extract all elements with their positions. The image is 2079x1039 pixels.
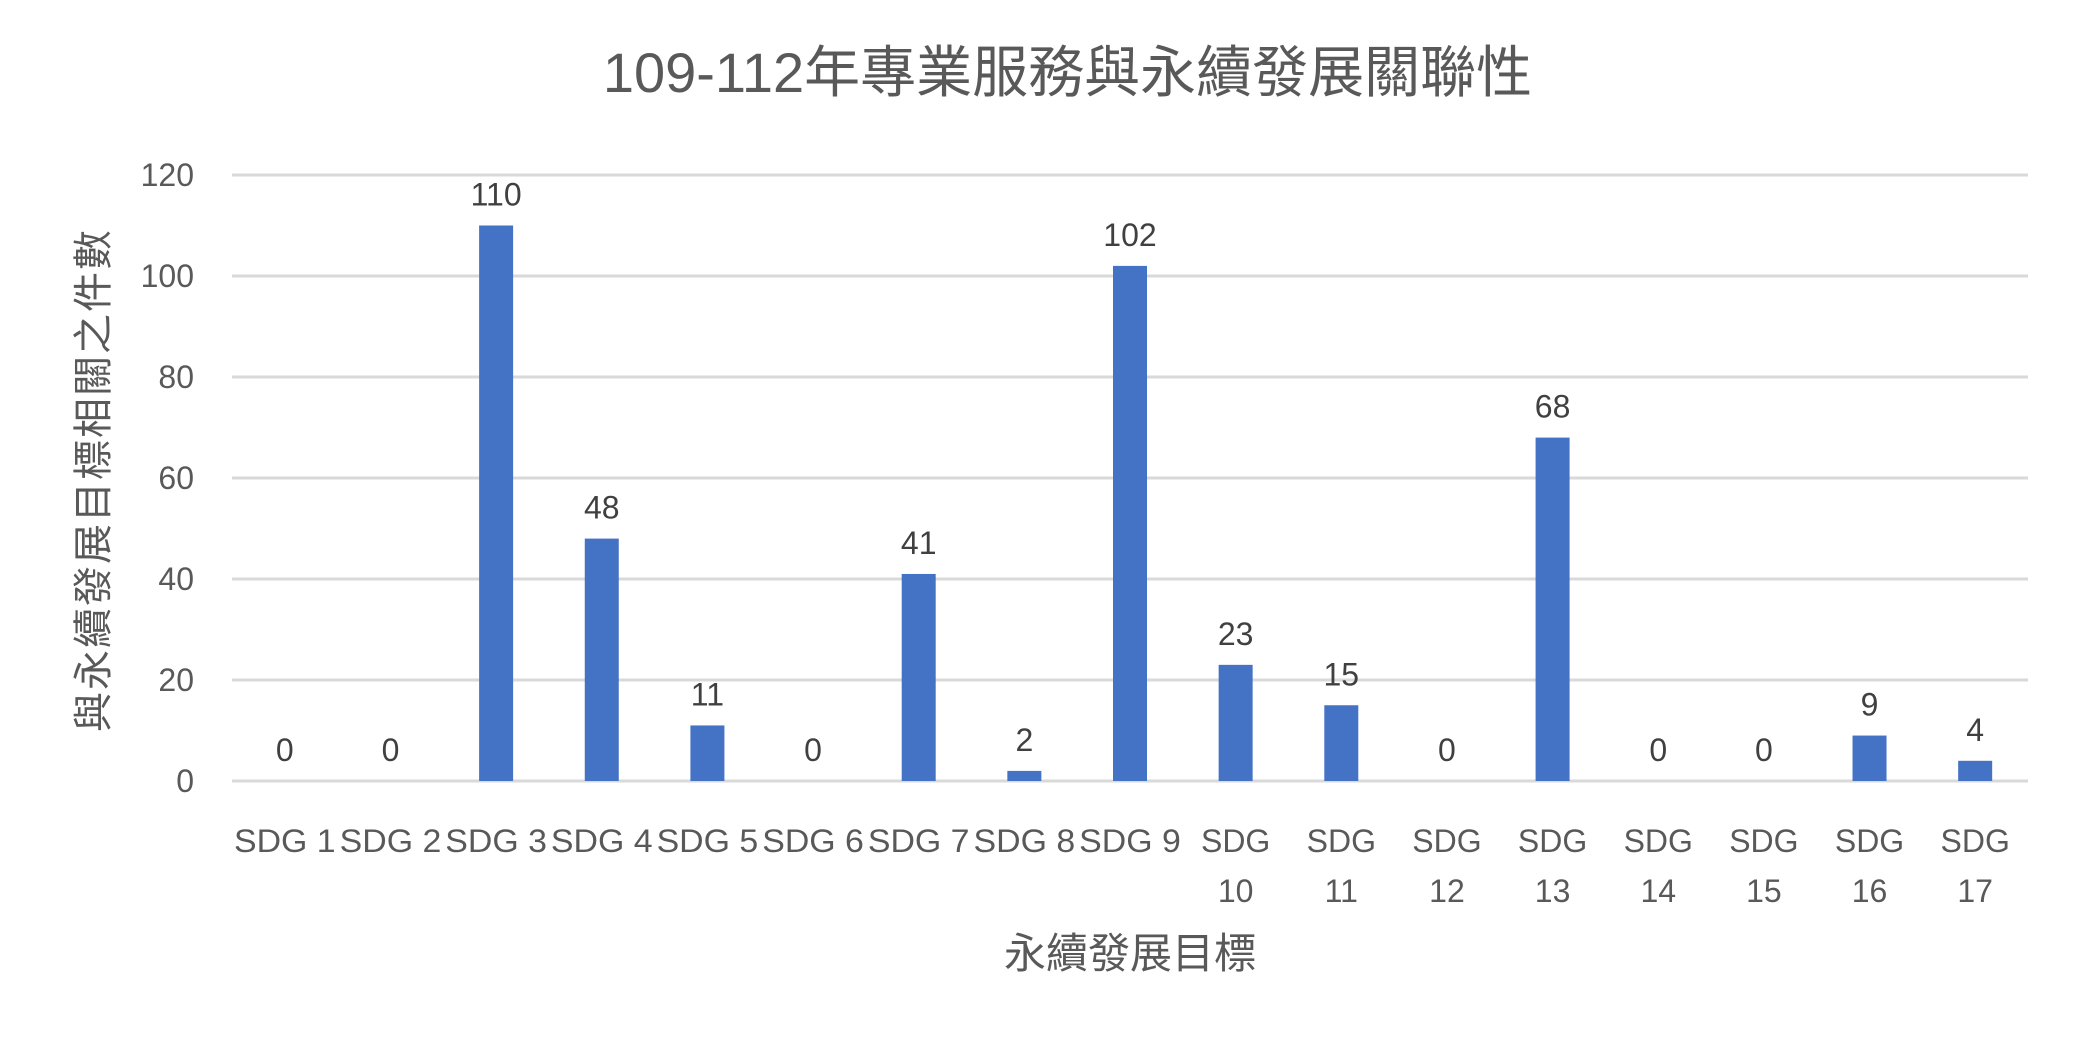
y-tick-label: 0	[176, 763, 194, 799]
y-tick-label: 40	[158, 561, 194, 597]
x-tick-label: SDG 15	[1729, 823, 1798, 909]
chart-title: 109-112年專業服務與永續發展關聯性	[602, 41, 1533, 104]
bar	[1324, 705, 1359, 781]
x-tick-label: SDG 7	[868, 823, 970, 859]
data-label: 48	[584, 490, 620, 526]
data-label: 0	[382, 732, 400, 768]
data-label: 41	[901, 525, 937, 561]
data-label: 0	[276, 732, 294, 768]
x-tick-label: SDG 1	[234, 823, 336, 859]
data-label: 68	[1535, 389, 1571, 425]
bar	[1535, 437, 1570, 781]
bar	[584, 538, 619, 781]
x-tick-label: SDG 16	[1835, 823, 1904, 909]
bar	[1958, 760, 1993, 781]
data-label: 0	[804, 732, 822, 768]
y-axis-ticks: 0 20 40 60 80 100 120	[141, 157, 194, 799]
x-tick-label: SDG 5	[657, 823, 759, 859]
bar	[1218, 664, 1253, 781]
bar	[479, 225, 514, 781]
bar	[1113, 265, 1147, 781]
x-tick-label: SDG 17	[1941, 823, 2010, 909]
bar	[690, 725, 725, 781]
x-tick-label: SDG 13	[1518, 823, 1587, 909]
data-label: 4	[1966, 712, 1984, 748]
x-tick-label: SDG 4	[551, 823, 653, 859]
y-tick-label: 120	[141, 157, 194, 193]
data-label: 11	[691, 676, 724, 712]
data-label: 0	[1649, 732, 1667, 768]
data-label: 9	[1861, 687, 1879, 723]
x-tick-label: SDG 3	[445, 823, 547, 859]
x-tick-label: SDG 8	[974, 823, 1076, 859]
data-label: 2	[1015, 722, 1033, 758]
x-axis-ticks: SDG 1 SDG 2 SDG 3 SDG 4 SDG 5 SDG 6 SDG 7 SDG 8…	[234, 823, 2010, 909]
y-tick-label: 60	[158, 460, 194, 496]
bar	[1007, 770, 1042, 781]
data-label: 0	[1755, 732, 1773, 768]
data-label: 102	[1103, 217, 1156, 253]
data-label: 110	[471, 177, 522, 213]
data-label: 15	[1323, 656, 1359, 692]
y-tick-label: 100	[141, 258, 194, 294]
x-tick-label: SDG 14	[1624, 823, 1693, 909]
y-tick-label: 20	[158, 662, 194, 698]
bar	[1852, 735, 1887, 781]
bar	[901, 573, 936, 781]
x-tick-label: SDG 10	[1201, 823, 1270, 909]
bar-series	[479, 225, 1993, 781]
x-tick-label: SDG 2	[340, 823, 442, 859]
y-tick-label: 80	[158, 359, 194, 395]
x-tick-label: SDG 12	[1412, 823, 1481, 909]
data-label: 23	[1218, 616, 1254, 652]
data-label: 0	[1438, 732, 1456, 768]
x-tick-label: SDG 6	[762, 823, 864, 859]
x-tick-label: SDG 9	[1079, 823, 1181, 859]
x-axis-title: 永續發展目標	[1003, 930, 1256, 977]
x-tick-label: SDG 11	[1307, 823, 1376, 909]
